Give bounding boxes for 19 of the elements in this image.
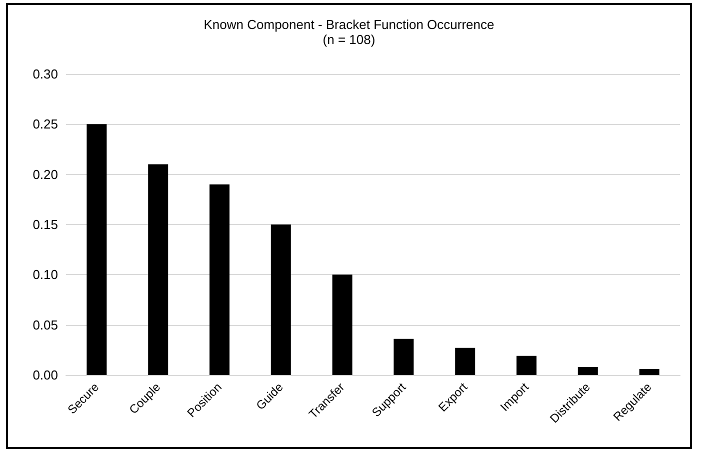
y-tick-label: 0.15 xyxy=(32,217,58,232)
chart-title: Known Component - Bracket Function Occurrence xyxy=(204,17,494,32)
bar xyxy=(578,366,598,375)
bar xyxy=(210,184,230,375)
y-tick-label: 0.25 xyxy=(32,116,58,132)
bar xyxy=(86,124,107,375)
chart-subtitle: (n = 108) xyxy=(322,32,376,47)
y-tick-label: 0.10 xyxy=(32,267,58,282)
bar xyxy=(455,348,476,375)
bar xyxy=(394,338,414,375)
bar xyxy=(516,356,536,375)
y-tick-label: 0.05 xyxy=(32,317,58,332)
bar xyxy=(270,224,291,375)
bar xyxy=(332,274,352,375)
y-tick-label: 0.00 xyxy=(32,368,58,382)
bar xyxy=(639,368,660,375)
bar xyxy=(148,164,168,375)
y-tick-label: 0.20 xyxy=(32,166,58,182)
y-tick-label: 0.30 xyxy=(32,66,58,82)
